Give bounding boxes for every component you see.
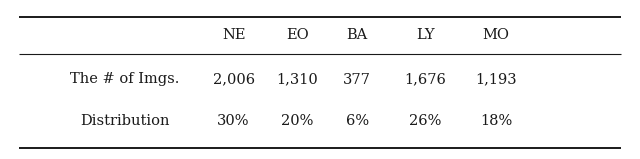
Text: 30%: 30% xyxy=(218,114,250,128)
Text: MO: MO xyxy=(483,28,509,42)
Text: 26%: 26% xyxy=(410,114,442,128)
Text: 6%: 6% xyxy=(346,114,369,128)
Text: EO: EO xyxy=(286,28,309,42)
Text: 18%: 18% xyxy=(480,114,512,128)
Text: 1,676: 1,676 xyxy=(404,73,447,86)
Text: 1,310: 1,310 xyxy=(276,73,319,86)
Text: NE: NE xyxy=(222,28,245,42)
Text: The # of Imgs.: The # of Imgs. xyxy=(70,73,179,86)
Text: 1,193: 1,193 xyxy=(475,73,517,86)
Text: 377: 377 xyxy=(343,73,371,86)
Text: BA: BA xyxy=(346,28,368,42)
Text: 20%: 20% xyxy=(282,114,314,128)
Text: Distribution: Distribution xyxy=(80,114,170,128)
Text: 2,006: 2,006 xyxy=(212,73,255,86)
Text: LY: LY xyxy=(416,28,435,42)
